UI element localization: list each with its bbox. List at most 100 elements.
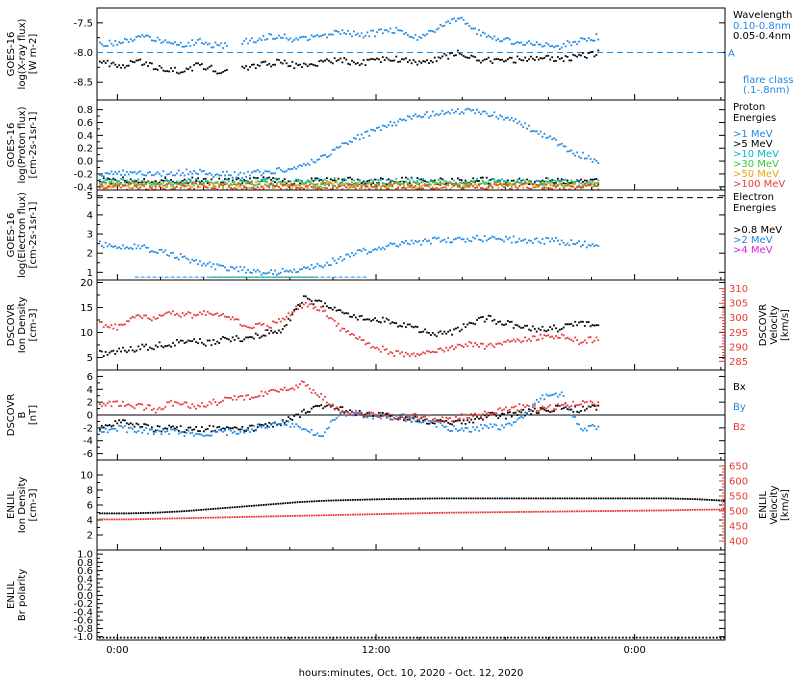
data-point bbox=[541, 636, 544, 639]
data-point bbox=[147, 317, 149, 320]
data-point bbox=[609, 497, 612, 500]
data-point bbox=[129, 60, 132, 62]
data-point bbox=[551, 335, 554, 338]
data-point bbox=[653, 497, 655, 500]
data-point bbox=[268, 186, 271, 189]
data-point bbox=[481, 59, 484, 62]
data-point bbox=[222, 186, 224, 188]
data-point bbox=[530, 55, 532, 58]
data-point bbox=[570, 182, 573, 184]
data-point bbox=[491, 62, 494, 64]
y-tick-label: -7.5 bbox=[73, 18, 93, 29]
data-point bbox=[568, 497, 571, 500]
data-point bbox=[453, 183, 455, 185]
data-point bbox=[384, 636, 387, 639]
data-point bbox=[701, 498, 704, 501]
data-point bbox=[335, 406, 338, 409]
data-point bbox=[564, 406, 567, 409]
data-point bbox=[110, 178, 113, 181]
data-point bbox=[429, 242, 432, 245]
data-point bbox=[476, 343, 478, 346]
data-point bbox=[494, 497, 496, 500]
data-point bbox=[147, 348, 149, 351]
data-point bbox=[591, 51, 594, 53]
data-point bbox=[476, 414, 478, 417]
data-point bbox=[262, 636, 265, 639]
data-point bbox=[451, 423, 453, 426]
data-point bbox=[691, 636, 694, 639]
data-point bbox=[116, 422, 119, 425]
data-point bbox=[460, 422, 463, 425]
data-point bbox=[485, 239, 488, 242]
data-point bbox=[247, 269, 249, 271]
data-point bbox=[100, 424, 103, 427]
data-point bbox=[397, 498, 400, 500]
data-point bbox=[315, 500, 318, 503]
data-point bbox=[381, 124, 384, 127]
data-point bbox=[435, 335, 438, 338]
data-point bbox=[301, 501, 304, 503]
data-point bbox=[397, 512, 400, 515]
data-point bbox=[120, 350, 122, 353]
data-point bbox=[555, 408, 557, 411]
data-point bbox=[480, 417, 482, 419]
data-point bbox=[445, 416, 448, 419]
data-point bbox=[135, 247, 138, 250]
data-point bbox=[237, 182, 240, 185]
data-point bbox=[667, 497, 670, 500]
legend-entry: Bx bbox=[733, 382, 746, 393]
data-point bbox=[108, 181, 111, 184]
data-point bbox=[310, 407, 313, 410]
data-point bbox=[467, 511, 470, 514]
data-point bbox=[482, 497, 484, 500]
data-point bbox=[133, 425, 136, 428]
data-point bbox=[582, 244, 584, 246]
data-point bbox=[476, 178, 478, 180]
data-point bbox=[195, 517, 198, 519]
data-point bbox=[578, 155, 580, 158]
data-point bbox=[166, 179, 169, 181]
series->50 MeV bbox=[99, 181, 600, 190]
data-point bbox=[220, 314, 223, 317]
data-point bbox=[185, 517, 188, 520]
data-point bbox=[227, 184, 230, 187]
data-point bbox=[327, 155, 330, 158]
data-point bbox=[422, 330, 425, 333]
data-point bbox=[341, 327, 344, 330]
data-point bbox=[333, 408, 336, 411]
data-point bbox=[566, 40, 569, 42]
data-point bbox=[450, 497, 453, 500]
data-point bbox=[385, 56, 388, 59]
data-point bbox=[154, 636, 157, 639]
data-point bbox=[187, 258, 190, 261]
data-point bbox=[562, 187, 565, 190]
data-point bbox=[342, 499, 345, 502]
series-Bz bbox=[99, 380, 600, 424]
data-point bbox=[289, 65, 292, 67]
data-point bbox=[470, 497, 472, 500]
data-point bbox=[607, 497, 610, 500]
data-point bbox=[327, 426, 330, 429]
data-point bbox=[491, 411, 494, 414]
data-point bbox=[268, 271, 271, 274]
data-point bbox=[318, 435, 321, 437]
data-point bbox=[516, 240, 519, 243]
data-point bbox=[562, 182, 565, 185]
data-point bbox=[295, 423, 298, 426]
data-point bbox=[453, 511, 455, 514]
data-point bbox=[172, 342, 174, 344]
data-point bbox=[256, 426, 259, 429]
data-point bbox=[383, 59, 386, 61]
data-point bbox=[558, 328, 561, 331]
data-point bbox=[249, 431, 251, 433]
data-point bbox=[614, 636, 617, 639]
data-point bbox=[524, 411, 527, 414]
data-point bbox=[472, 322, 475, 325]
data-point bbox=[578, 497, 581, 500]
data-point bbox=[523, 497, 525, 500]
data-point bbox=[154, 430, 157, 433]
data-point bbox=[404, 57, 407, 60]
data-point bbox=[193, 313, 196, 316]
data-point bbox=[154, 511, 157, 514]
